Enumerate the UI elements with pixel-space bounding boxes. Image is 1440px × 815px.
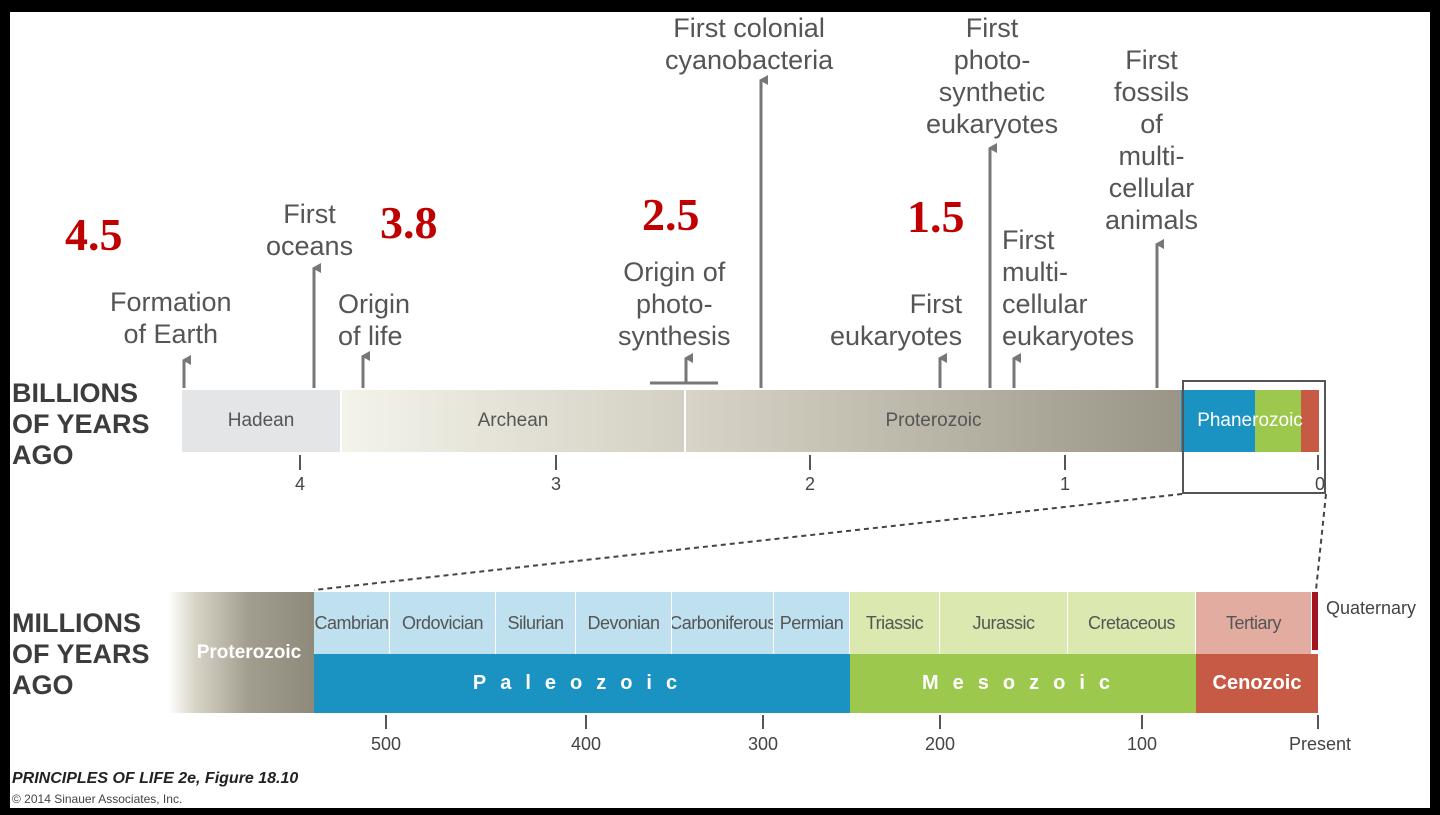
- bottom-proterozoic: Proterozoic: [168, 592, 314, 713]
- zoom-connector-lines: [313, 493, 1327, 591]
- tick-100: 100: [1126, 734, 1158, 754]
- event-arrows: [182, 75, 1164, 388]
- event-origin-photosynthesis: Origin of photo- synthesis: [618, 257, 731, 351]
- tick-2: 2: [804, 474, 815, 494]
- period-jurassic: Jurassic: [940, 592, 1068, 654]
- billions-axis-title: BILLIONS OF YEARS AGO: [12, 378, 150, 470]
- event-first-oceans: First oceans: [266, 199, 354, 261]
- tick-0: 0: [1314, 474, 1325, 494]
- event-first-eukaryotes: First eukaryotes: [830, 289, 963, 351]
- event-multicellular-animals: First fossils of multi- cellular animals: [1105, 45, 1199, 235]
- event-formation-earth: Formation of Earth: [110, 287, 232, 349]
- figure-caption: PRINCIPLES OF LIFE 2e, Figure 18.10: [12, 770, 299, 787]
- label-4-5: 4.5: [65, 209, 123, 260]
- era-paleozoic: Paleozoic: [314, 654, 850, 713]
- tick-200: 200: [924, 734, 956, 754]
- label-2-5: 2.5: [642, 189, 700, 240]
- eon-archean: Archean: [340, 390, 684, 452]
- period-quaternary-band: [1312, 592, 1318, 650]
- millions-axis-title: MILLIONS OF YEARS AGO: [12, 608, 150, 700]
- eon-phanerozoic: [1181, 390, 1319, 452]
- tick-300: 300: [747, 734, 779, 754]
- tick-4: 4: [294, 474, 305, 494]
- tick-400: 400: [570, 734, 602, 754]
- tick-present: Present: [1288, 734, 1352, 754]
- phanerozoic-paleozoic-band: [1181, 390, 1255, 452]
- era-cenozoic: Cenozoic: [1196, 654, 1318, 713]
- event-colonial-cyanobacteria: First colonial cyanobacteria: [665, 13, 834, 75]
- period-ordovician: Ordovician: [390, 592, 496, 654]
- eon-proterozoic: Proterozoic: [684, 390, 1181, 452]
- event-multicellular-eukaryotes: First multi- cellular eukaryotes: [1002, 225, 1135, 351]
- period-tertiary: Tertiary: [1196, 592, 1312, 654]
- tick-3: 3: [550, 474, 561, 494]
- phanerozoic-mesozoic-band: [1255, 390, 1301, 452]
- eon-phanerozoic-label: Phanerozoic: [1197, 410, 1303, 431]
- era-mesozoic: Mesozoic: [850, 654, 1196, 713]
- period-quaternary-label: Quaternary: [1326, 598, 1417, 618]
- copyright-notice: © 2014 Sinauer Associates, Inc.: [12, 792, 183, 806]
- billions-axis-ticks: [299, 455, 1319, 470]
- millions-axis-ticks: [385, 715, 1319, 729]
- eon-archean-label: Archean: [477, 410, 549, 431]
- geologic-timescale-figure: 4.5 3.8 2.5 1.5 Formation of Earth First…: [10, 12, 1430, 808]
- eon-proterozoic-label: Proterozoic: [885, 410, 982, 431]
- phanerozoic-zoom-box: [1182, 380, 1326, 494]
- eon-hadean: Hadean: [182, 390, 340, 452]
- period-devonian: Devonian: [576, 592, 672, 654]
- period-cambrian: Cambrian: [314, 592, 390, 654]
- period-carboniferous: Carboniferous: [672, 592, 774, 654]
- tick-500: 500: [370, 734, 402, 754]
- label-3-8: 3.8: [380, 197, 438, 248]
- bottom-proterozoic-label: Proterozoic: [196, 641, 302, 663]
- phanerozoic-cenozoic-band: [1301, 390, 1319, 452]
- event-origin-life: Origin of life: [338, 289, 411, 351]
- event-photosynthetic-eukaryotes: First photo- synthetic eukaryotes: [926, 13, 1059, 139]
- eon-hadean-label: Hadean: [227, 410, 295, 431]
- period-permian: Permian: [774, 592, 850, 654]
- label-1-5: 1.5: [907, 191, 965, 242]
- period-cretaceous: Cretaceous: [1068, 592, 1196, 654]
- period-triassic: Triassic: [850, 592, 940, 654]
- tick-1: 1: [1059, 474, 1070, 494]
- period-silurian: Silurian: [496, 592, 576, 654]
